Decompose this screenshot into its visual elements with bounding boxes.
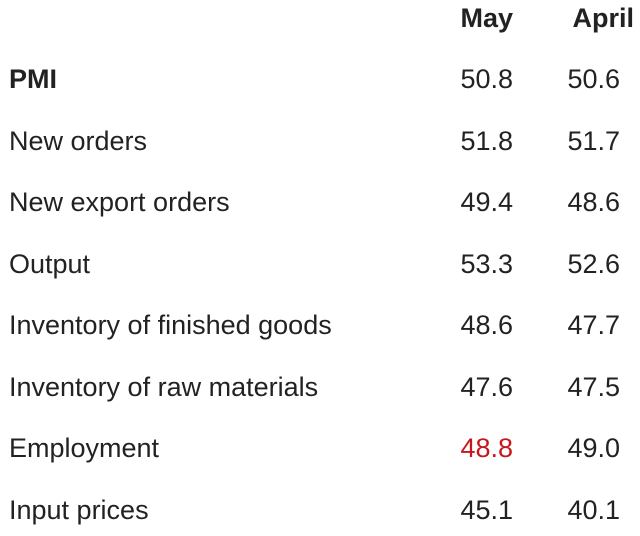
column-header-april: April — [572, 3, 634, 33]
table-row: Inventory of raw materials 47.6 47.5 — [0, 367, 640, 407]
row-label: Inventory of raw materials — [9, 372, 319, 402]
value-may: 47.6 — [460, 372, 513, 402]
table-row: Employment 48.8 49.0 — [0, 428, 640, 468]
row-label: New export orders — [9, 187, 230, 217]
value-april: 49.0 — [567, 433, 620, 463]
row-label: Inventory of finished goods — [9, 310, 332, 340]
row-label: Employment — [9, 433, 160, 463]
table-row: New export orders 49.4 48.6 — [0, 182, 640, 222]
table-row: Output 53.3 52.6 — [0, 244, 640, 284]
value-april: 47.5 — [567, 372, 620, 402]
row-label: Input prices — [9, 495, 149, 525]
table-row: PMI 50.8 50.6 — [0, 59, 640, 99]
value-may: 48.6 — [460, 310, 513, 340]
value-april: 48.6 — [567, 187, 620, 217]
table-header: May April — [0, 0, 640, 38]
value-april: 40.1 — [567, 495, 620, 525]
value-april: 52.6 — [567, 249, 620, 279]
table-row: Input prices 45.1 40.1 — [0, 490, 640, 530]
row-label: New orders — [9, 126, 148, 156]
table-row: New orders 51.8 51.7 — [0, 121, 640, 161]
value-may: 49.4 — [460, 187, 513, 217]
value-may: 53.3 — [460, 249, 513, 279]
value-may: 45.1 — [460, 495, 513, 525]
value-april: 50.6 — [567, 64, 620, 94]
table-row: Inventory of finished goods 48.6 47.7 — [0, 305, 640, 345]
value-april: 47.7 — [567, 310, 620, 340]
row-label: Output — [9, 249, 91, 279]
value-april: 51.7 — [567, 126, 620, 156]
value-may: 48.8 — [460, 433, 513, 463]
value-may: 51.8 — [460, 126, 513, 156]
value-may: 50.8 — [460, 64, 513, 94]
row-label: PMI — [9, 64, 58, 94]
column-header-may: May — [460, 3, 513, 33]
